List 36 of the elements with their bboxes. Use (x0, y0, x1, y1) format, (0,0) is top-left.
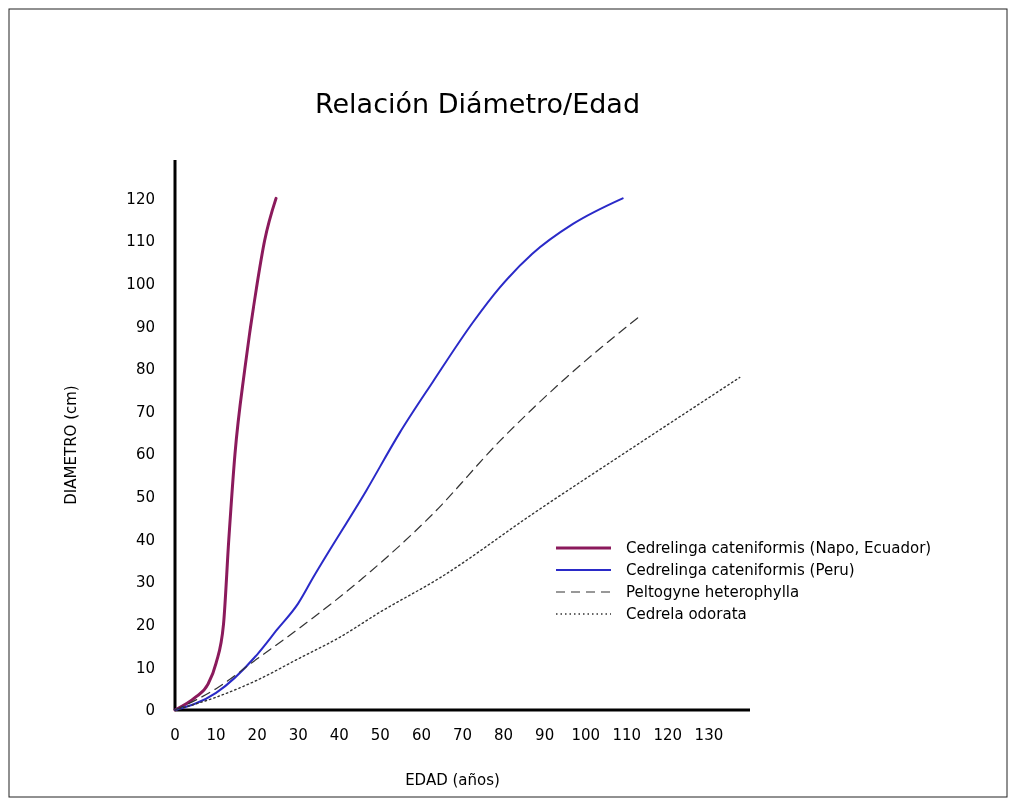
y-tick-label: 90 (135, 317, 155, 336)
y-tick-label: 110 (126, 232, 155, 251)
x-axis-title: EDAD (años) (405, 771, 500, 789)
y-tick-label: 20 (135, 615, 155, 634)
y-tick-label: 80 (135, 360, 155, 379)
x-tick-label: 0 (170, 726, 180, 744)
y-tick-label: 0 (145, 701, 155, 720)
y-axis-title: DIAMETRO (cm) (62, 385, 80, 505)
x-tick-label: 130 (694, 726, 724, 744)
y-tick-label: 40 (135, 530, 155, 549)
x-tick-label: 70 (452, 726, 473, 744)
line-series (173, 196, 278, 712)
line-series (174, 197, 624, 711)
y-tick-label: 30 (135, 573, 155, 592)
x-tick-label: 40 (329, 726, 349, 744)
legend-label: Cedrelinga cateniformis (Napo, Ecuador) (626, 539, 932, 558)
x-tick-label: 30 (288, 726, 308, 744)
chart-title: Relación Diámetro/Edad (314, 88, 641, 119)
x-tick-label: 10 (206, 726, 226, 744)
x-tick-label: 110 (612, 726, 642, 744)
x-tick-label: 120 (653, 726, 683, 744)
x-tick-label: 80 (494, 726, 514, 744)
x-tick-label: 50 (370, 726, 390, 744)
x-tick-label: 90 (535, 726, 555, 744)
x-tick-label: 60 (411, 726, 431, 744)
x-tick-label: 20 (247, 726, 267, 744)
y-tick-label: 60 (135, 445, 155, 464)
y-tick-label: 50 (135, 488, 155, 507)
legend-label: Cedrela odorata (626, 605, 747, 624)
legend-label: Peltogyne heterophylla (626, 583, 800, 602)
y-tick-label: 70 (135, 402, 155, 421)
legend-label: Cedrelinga cateniformis (Peru) (626, 561, 855, 580)
x-tick-label: 100 (571, 726, 601, 744)
y-tick-label: 10 (135, 658, 155, 677)
y-tick-label: 120 (126, 189, 155, 208)
y-tick-label: 100 (126, 274, 155, 293)
